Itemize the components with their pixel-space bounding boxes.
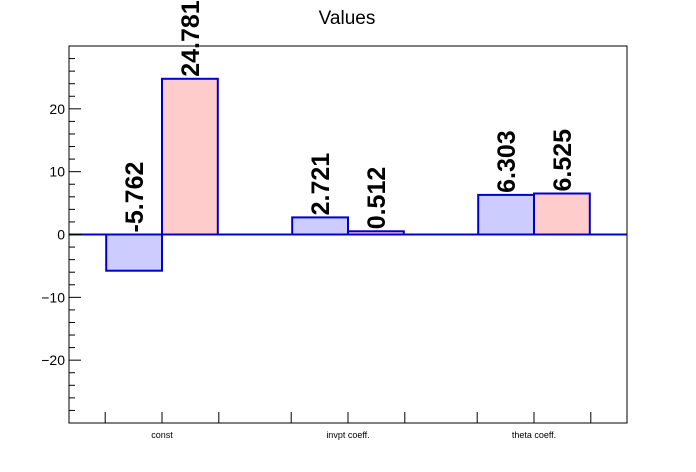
bar-s1-2	[533, 192, 591, 236]
bar-s0-1	[291, 216, 350, 236]
data-label-s0-0: -5.762	[121, 162, 149, 233]
bar-s0-0	[105, 233, 163, 272]
bar-s1-0	[161, 77, 219, 236]
data-label-s0-1: 2.721	[307, 153, 335, 216]
plot-marks: -5.762 2.721 6.303 24.781 0.512 6.525 −20 −10 0 1…	[41, 0, 627, 440]
y-tick-label: 0	[57, 227, 65, 243]
x-tick-label: const	[151, 430, 173, 440]
bar-s0-2	[477, 193, 536, 236]
data-label-s1-0: 24.781	[177, 0, 205, 77]
y-tick-label: 10	[49, 164, 65, 180]
x-tick-label: theta coeff.	[512, 430, 556, 440]
data-label-s1-1: 0.512	[363, 167, 391, 230]
chart-title: Values	[319, 8, 376, 29]
y-tick-label: −10	[41, 289, 65, 305]
plot-frame	[68, 45, 628, 424]
y-tick-label: 20	[49, 101, 65, 117]
data-label-s1-2: 6.525	[549, 129, 577, 192]
x-tick-label: invpt coeff.	[326, 430, 369, 440]
y-tick-label: −20	[41, 352, 65, 368]
data-label-s0-2: 6.303	[493, 130, 521, 193]
